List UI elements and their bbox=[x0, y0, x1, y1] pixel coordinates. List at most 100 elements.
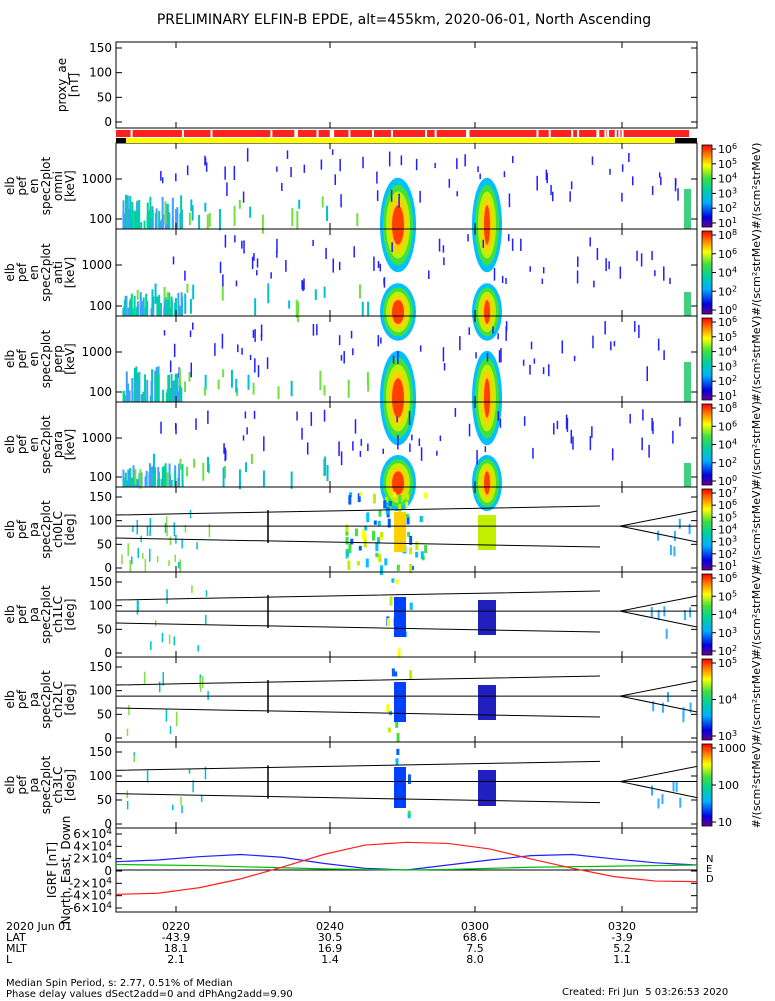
heatmap-cell bbox=[242, 191, 245, 203]
heatmap-cell bbox=[324, 456, 327, 476]
y-axis-label: ch2LC bbox=[51, 681, 65, 718]
y-axis-label: pef bbox=[15, 262, 29, 282]
heatmap-cell bbox=[246, 148, 249, 162]
heatmap-cell bbox=[566, 417, 569, 432]
heatmap-cell bbox=[146, 300, 149, 316]
heatmap-cell bbox=[145, 293, 148, 316]
heatmap-cell bbox=[377, 537, 381, 544]
heatmap-cell bbox=[257, 365, 260, 378]
heatmap-cell bbox=[246, 427, 248, 435]
heatmap-cell bbox=[397, 648, 401, 658]
colorbar-gradient bbox=[701, 743, 713, 827]
heatmap-cell bbox=[263, 436, 265, 452]
heatmap-cell bbox=[589, 436, 592, 451]
heatmap-cell bbox=[648, 444, 650, 458]
heatmap-cell bbox=[260, 324, 263, 338]
heatmap-cell bbox=[122, 200, 125, 229]
heatmap-cell bbox=[378, 553, 382, 563]
colorbar-tick-label: 104 bbox=[718, 266, 737, 280]
y-axis-label: pef bbox=[15, 689, 29, 709]
heatmap-cell bbox=[277, 386, 280, 400]
heatmap-cell bbox=[125, 295, 128, 316]
heatmap-cell bbox=[266, 357, 269, 369]
heatmap-cell bbox=[166, 472, 169, 487]
heatmap-cell bbox=[377, 261, 380, 268]
colorbar-tick-label: 102 bbox=[718, 374, 737, 388]
heatmap-cell bbox=[621, 164, 624, 172]
data-gap-marker bbox=[296, 130, 299, 137]
heatmap-cell bbox=[396, 416, 398, 423]
heatmap-cell bbox=[131, 201, 134, 229]
heatmap-cell bbox=[126, 220, 129, 229]
heatmap-cell bbox=[188, 371, 191, 382]
heatmap-cell bbox=[154, 213, 157, 229]
panel-frame bbox=[115, 741, 698, 829]
heatmap-cell bbox=[141, 300, 144, 316]
heatmap-cell bbox=[394, 597, 406, 637]
heatmap-cell bbox=[222, 369, 225, 378]
heatmap-cell bbox=[173, 522, 176, 537]
heatmap-cell bbox=[127, 469, 130, 487]
heatmap-cell bbox=[254, 329, 256, 342]
heatmap-cell bbox=[206, 214, 209, 230]
heatmap-cell bbox=[443, 257, 445, 266]
heatmap-cell bbox=[188, 768, 191, 774]
y-tick-label: 50 bbox=[97, 537, 112, 551]
xtick-l-label: 8.0 bbox=[466, 953, 484, 966]
heatmap-cell bbox=[418, 438, 421, 447]
heatmap-cell bbox=[195, 418, 197, 430]
heatmap-cell bbox=[140, 394, 143, 402]
heatmap-cell bbox=[131, 556, 133, 565]
igrf-N-series-line bbox=[115, 853, 698, 871]
heatmap-cell bbox=[542, 367, 545, 375]
heatmap-cell bbox=[159, 220, 162, 229]
heatmap-cell bbox=[214, 343, 216, 356]
heatmap-cell bbox=[303, 164, 306, 173]
heatmap-cell bbox=[130, 477, 133, 487]
heatmap-cell bbox=[665, 628, 668, 639]
heatmap-cell bbox=[350, 538, 354, 545]
heatmap-cell bbox=[301, 427, 303, 440]
heatmap-cell bbox=[137, 547, 139, 558]
heatmap-cell bbox=[409, 443, 411, 452]
heatmap-cell bbox=[172, 256, 175, 265]
heatmap-cell bbox=[482, 239, 485, 248]
heatmap-cell bbox=[178, 463, 181, 487]
heatmap-cell bbox=[138, 480, 141, 487]
loss-cone-southern-line bbox=[619, 510, 698, 543]
heatmap-cell bbox=[377, 521, 381, 527]
heatmap-cell bbox=[651, 785, 654, 796]
heatmap-cell bbox=[392, 355, 395, 364]
loss-cone-southern-line bbox=[619, 595, 698, 628]
heatmap-cell bbox=[684, 463, 691, 487]
heatmap-cell bbox=[176, 373, 179, 402]
heatmap-cell bbox=[233, 165, 236, 181]
xtick-lat-label: -43.9 bbox=[161, 931, 191, 944]
y-axis-label: elb bbox=[3, 350, 17, 368]
heatmap-cell bbox=[651, 417, 653, 431]
heatmap-cell bbox=[420, 551, 424, 559]
colorbar-tick-label: 106 bbox=[718, 571, 737, 585]
heatmap-cell bbox=[204, 766, 207, 780]
heatmap-cell bbox=[572, 436, 574, 450]
y-tick-label: 100 bbox=[89, 66, 112, 80]
heatmap-cell bbox=[366, 512, 370, 523]
heatmap-cell bbox=[121, 554, 123, 565]
heatmap-cell bbox=[394, 767, 406, 808]
heatmap-cell bbox=[303, 278, 305, 290]
heatmap-cell bbox=[152, 466, 155, 487]
heatmap-cell bbox=[367, 378, 370, 392]
heatmap-cell bbox=[241, 240, 243, 249]
heatmap-cell bbox=[484, 299, 490, 325]
heatmap-cell bbox=[205, 614, 207, 625]
heatmap-cell bbox=[484, 446, 487, 452]
heatmap-cell bbox=[652, 701, 655, 712]
y-tick-label: 1000 bbox=[81, 172, 112, 186]
colorbar-tick-label: 103 bbox=[718, 729, 737, 743]
heatmap-cell bbox=[148, 211, 151, 229]
heatmap-cell bbox=[478, 770, 496, 806]
heatmap-cell bbox=[218, 209, 221, 231]
colorbar-tick-label: 106 bbox=[718, 419, 737, 433]
y-axis-label: elb bbox=[3, 520, 17, 538]
